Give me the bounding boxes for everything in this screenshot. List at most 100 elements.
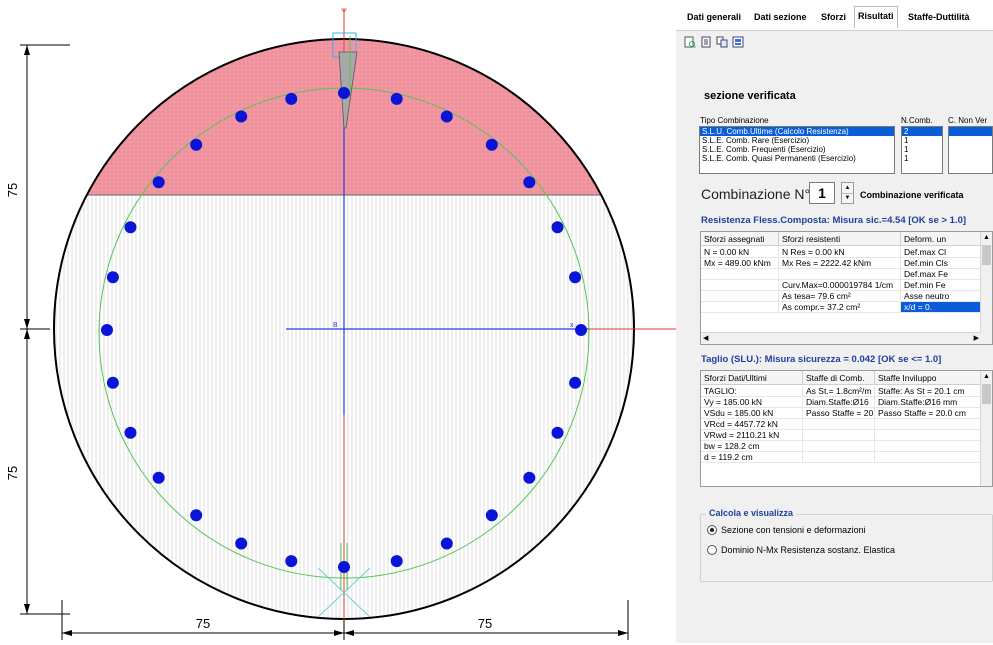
rebar [124,426,137,439]
shear-header: Staffe di Comb. [803,371,875,385]
radio-dominio-label[interactable]: Dominio N-Mx Resistenza sostanz. Elastic… [721,545,896,555]
shear-cell: Vy = 185.00 kN [701,397,803,408]
rebar [101,324,113,336]
rebar [235,110,248,123]
cnonver-item[interactable] [949,127,992,136]
shear-cell [875,419,981,430]
document-icon[interactable] [700,36,712,48]
radio-sezione[interactable] [707,525,717,535]
shear-cell: VSdu = 185.00 kN [701,408,803,419]
resistance-cell: Def.max Cl [901,247,981,258]
rebar [523,471,536,484]
shear-cell [803,419,875,430]
rebar-group [101,87,587,573]
rebar [152,471,165,484]
rebar [485,138,498,151]
vertical-scrollbar[interactable]: ▲ [980,232,992,344]
ncomb-item[interactable]: 2 [902,127,942,136]
radio-sezione-label[interactable]: Sezione con tensioni e deformazioni [721,525,866,535]
combo-type-header: Tipo Combinazione [700,116,769,125]
cnonver-list[interactable] [948,126,993,174]
axis-y-label: Y [341,7,347,17]
spinner-down-icon[interactable]: ▼ [844,195,851,201]
rebar [235,537,248,550]
resistance-cell: Def.min Fe [901,280,981,291]
shear-cell: Diam.Staffe:Ø16 [803,397,875,408]
resistance-header: Sforzi assegnati [701,232,779,246]
tab-bar: Dati generali Dati sezione Sforzi Risult… [676,0,993,31]
dim-label-bottom-right: 75 [478,616,492,631]
rebar [440,537,453,550]
dim-label-bottom-left: 75 [196,616,210,631]
export-icon[interactable] [732,36,744,48]
rebar [485,509,498,522]
ncomb-item[interactable]: 1 [904,145,909,154]
scroll-up-icon[interactable]: ▲ [983,234,990,241]
resistance-header: Deform. un [901,232,981,246]
combo-type-item[interactable]: S.L.E. Comb. Frequenti (Esercizio) [702,145,826,154]
combination-label: Combinazione N° [701,186,811,202]
resistance-cell: As tesa= 79.6 cm² [779,291,901,302]
strain-cross-b [317,567,371,618]
scroll-left-icon[interactable]: ◀ [703,335,709,342]
ncomb-item[interactable]: 1 [904,136,909,145]
shear-cell [803,441,875,452]
scroll-up-icon[interactable]: ▲ [983,373,990,380]
dim-arrow [62,630,72,636]
shear-cell: TAGLIO: [701,386,803,397]
scroll-thumb[interactable] [982,384,991,404]
combination-number-field[interactable]: 1 [809,182,835,204]
spinner-up-icon[interactable]: ▲ [842,183,853,194]
tab-dati-generali[interactable]: Dati generali [687,12,742,22]
rebar [338,87,350,99]
dim-arrow [334,630,344,636]
results-panel: Dati generali Dati sezione Sforzi Risult… [676,0,993,643]
resistance-cell [701,280,779,291]
origin-label: B [333,322,338,329]
ncomb-header: N.Comb. [901,116,933,125]
rebar [338,561,350,573]
resistance-cell: Asse neutro [901,291,981,302]
rebar [575,324,587,336]
rebar [106,376,119,389]
axis-x-label: x [570,322,574,329]
ncomb-list[interactable]: 2 1 1 1 [901,126,943,174]
combo-type-item[interactable]: S.L.E. Comb. Rare (Esercizio) [702,136,810,145]
radio-dominio[interactable] [707,545,717,555]
tab-risultati[interactable]: Risultati [854,6,898,28]
resistance-header: Sforzi resistenti [779,232,901,246]
dim-label-left-top: 75 [5,183,20,197]
shear-cell: Passo Staffe = 20 [803,408,875,419]
horizontal-scrollbar[interactable]: ◀ ▶ [701,332,981,344]
combination-spinner[interactable]: ▲ ▼ [841,182,854,204]
scroll-right-icon[interactable]: ▶ [973,335,979,342]
resistance-table[interactable]: Sforzi assegnati Sforzi resistenti Deform.… [700,231,993,345]
dim-label-left-bottom: 75 [5,466,20,480]
rebar [523,176,536,189]
combo-type-item[interactable]: S.L.U. Comb.Ultime (Calcolo Resistenza) [700,127,894,136]
rebar [390,92,403,105]
rebar [440,110,453,123]
copy-icon[interactable] [716,36,728,48]
resistance-cell: Curv.Max=0.000019784 1/cm [779,280,901,291]
resistance-cell: Mx = 489.00 kNm [701,258,779,269]
shear-header: Sforzi Dati/Ultimi [701,371,803,385]
rebar [124,221,137,234]
dim-arrow [24,45,30,55]
tab-staffe-duttilita[interactable]: Staffe-Duttilità [908,12,970,22]
scroll-thumb[interactable] [982,245,991,265]
vertical-scrollbar[interactable]: ▲ [980,371,992,486]
combo-type-item[interactable]: S.L.E. Comb. Quasi Permanenti (Esercizio… [702,154,856,163]
resistance-title: Resistenza Fless.Composta: Misura sic.=4… [701,215,967,226]
dim-arrow [344,630,354,636]
preview-icon[interactable] [684,36,696,48]
rebar [285,92,298,105]
section-canvas[interactable]: Y B x 75 75 75 75 [0,0,676,643]
ncomb-item[interactable]: 1 [904,154,909,163]
tab-dati-sezione[interactable]: Dati sezione [754,12,807,22]
shear-cell: d = 119.2 cm [701,452,803,463]
section-drawing[interactable]: Y B x 75 75 75 75 [0,0,676,643]
tab-sforzi[interactable]: Sforzi [821,12,847,22]
shear-table[interactable]: Sforzi Dati/Ultimi Staffe di Comb. Staffe … [700,370,993,487]
combo-type-list[interactable]: S.L.U. Comb.Ultime (Calcolo Resistenza) … [699,126,895,174]
